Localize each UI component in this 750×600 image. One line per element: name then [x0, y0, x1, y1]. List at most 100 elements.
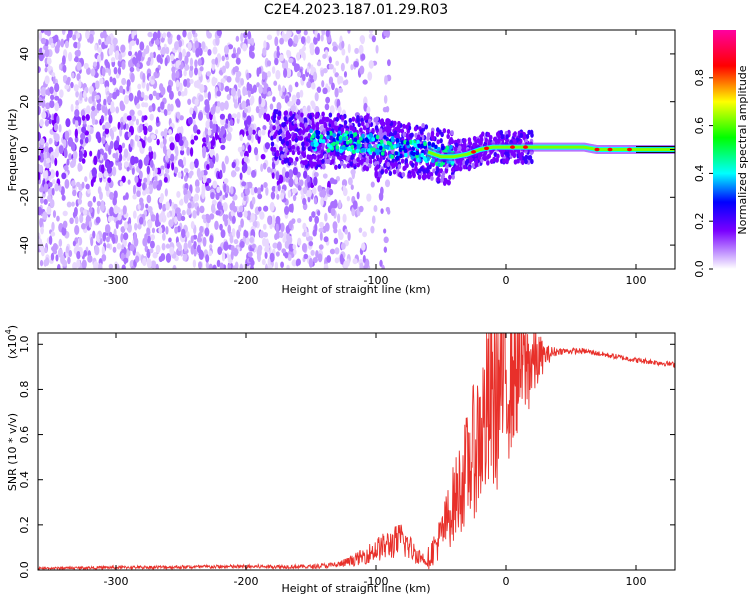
- spectrogram-cell: [244, 230, 249, 238]
- spectrogram-cell: [89, 171, 93, 180]
- spectrogram-cell: [316, 61, 322, 67]
- spectrogram-cell: [324, 212, 328, 222]
- spectrogram-cell: [80, 249, 84, 258]
- spectrogram-cell: [115, 73, 120, 79]
- spectrogram-cell: [82, 90, 87, 100]
- spectrogram-cell: [152, 151, 157, 160]
- spectrogram-cell: [325, 30, 330, 38]
- spectrogram-cell: [125, 123, 129, 130]
- spectrogram-cell: [231, 161, 236, 169]
- spectrogram-cell: [241, 164, 247, 174]
- spectrogram-cell: [339, 160, 344, 167]
- spectrogram-cell: [175, 207, 181, 215]
- spectrogram-cell: [189, 161, 195, 170]
- spectrogram-cell: [429, 171, 434, 178]
- spectrogram-cell: [292, 244, 297, 250]
- spectrogram-cell: [58, 123, 62, 133]
- spectrogram-cell: [152, 51, 156, 59]
- spectrogram-cell: [308, 215, 313, 223]
- spectrogram-cell: [314, 92, 319, 102]
- spectrogram-cell: [380, 151, 385, 156]
- spectrogram-cell: [349, 133, 354, 139]
- spectrogram-cell: [45, 163, 50, 169]
- spectrogram-cell: [212, 46, 218, 55]
- spectrogram-cell: [246, 72, 250, 81]
- spectrogram-cell: [299, 179, 304, 187]
- spectrogram-cell: [61, 30, 66, 36]
- spectrogram-cell: [400, 158, 405, 164]
- spectrogram-cell: [368, 143, 372, 149]
- spectrogram-cell: [88, 33, 94, 44]
- spectrogram-cell: [137, 109, 143, 117]
- spectrogram-cell: [260, 153, 266, 160]
- spectrogram-cell: [434, 144, 438, 150]
- spectrogram-cell: [334, 72, 339, 78]
- spectrogram-cell: [293, 132, 297, 139]
- spectrogram-cell: [373, 143, 378, 149]
- spectrogram-cell: [320, 197, 324, 207]
- colorbar-tick-label: 0.0: [693, 260, 706, 278]
- spectrogram-cell: [436, 146, 441, 152]
- spectrogram-cell: [60, 186, 65, 196]
- snr-x-tick-label: 0: [503, 575, 510, 588]
- spectrogram-cell: [348, 117, 353, 124]
- spectrogram-cell: [202, 137, 207, 143]
- spectrogram-cell: [486, 160, 490, 166]
- spectrogram-cell: [155, 263, 159, 269]
- spectrogram-cell: [168, 219, 174, 228]
- spectrogram-cell: [39, 118, 44, 127]
- spectrogram-cell: [359, 65, 365, 75]
- spectrogram-cell: [272, 96, 276, 103]
- spectrogram-cell: [318, 227, 324, 233]
- spectrogram-cell: [287, 38, 293, 47]
- spectrogram-cell: [81, 115, 86, 121]
- spectrogram-cell: [74, 50, 81, 57]
- spectrogram-cell: [263, 112, 267, 120]
- spectrogram-cell: [123, 94, 130, 105]
- spectrogram-cell: [194, 67, 199, 76]
- spectrogram-cell: [272, 125, 276, 131]
- spectrogram-peak: [627, 147, 632, 152]
- spectrogram-cell: [340, 242, 346, 250]
- spectrogram-cell: [109, 191, 114, 200]
- snr-y-axis-title: SNR (10 * v/v): [6, 413, 19, 491]
- spectrogram-cell: [384, 168, 389, 174]
- spectrogram-cell: [367, 163, 372, 169]
- spectrogram-cell: [332, 133, 337, 138]
- spectrogram-cell: [38, 155, 41, 161]
- spectrogram-cell: [249, 236, 254, 244]
- spectrogram-cell: [467, 166, 472, 172]
- spectrogram-cell: [261, 129, 266, 136]
- spectrogram-cell: [189, 79, 194, 85]
- spectrogram-cell: [235, 35, 240, 42]
- spectrogram-cell: [235, 57, 241, 65]
- spectrogram-cell: [332, 67, 337, 74]
- spectrogram-cell: [484, 137, 489, 144]
- spectrogram-cell: [334, 164, 338, 170]
- spectrogram-cell: [283, 68, 288, 78]
- snr-y-tick-label: 0.2: [18, 516, 31, 534]
- spectrogram-cell: [170, 53, 175, 62]
- spectrogram-cell: [264, 142, 271, 150]
- spectrogram-cell: [367, 71, 373, 81]
- spectrogram-cell: [258, 84, 263, 95]
- spectrogram-cell: [66, 158, 70, 166]
- spectrogram-cell: [317, 185, 323, 193]
- spectrogram-cell: [190, 139, 195, 145]
- spectrogram-cell: [342, 213, 347, 223]
- spectrogram-cell: [51, 187, 55, 196]
- spectrogram-cell: [333, 237, 339, 245]
- spectrogram-cell: [64, 130, 70, 140]
- spectrogram-cell: [152, 180, 158, 189]
- spectrogram-cell: [424, 124, 429, 130]
- spectrogram-cell: [51, 246, 56, 252]
- spectrogram-cell: [326, 148, 331, 153]
- spectrogram-cell: [263, 181, 268, 189]
- spectrogram-cell: [284, 95, 290, 104]
- spectrogram-cell: [59, 89, 64, 98]
- spectrogram-cell: [192, 259, 197, 268]
- spectrogram-cell: [227, 131, 232, 142]
- spectrogram-cell: [106, 95, 111, 104]
- spectrogram-cell: [215, 152, 219, 163]
- spectrogram-cell: [202, 175, 207, 184]
